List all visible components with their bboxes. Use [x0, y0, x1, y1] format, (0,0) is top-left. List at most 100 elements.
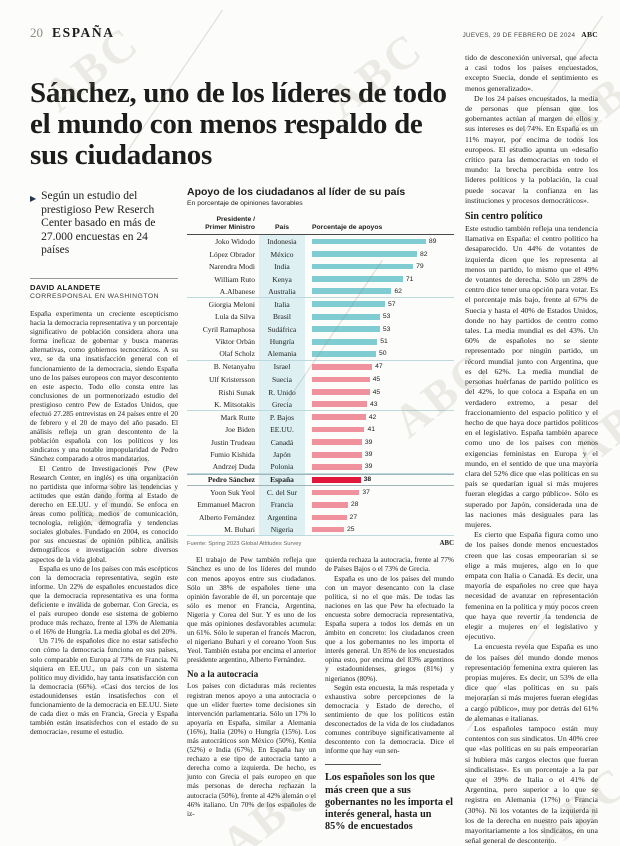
chart-row: Yoon Suk Yeol C. del Sur 37: [187, 486, 454, 499]
country-name: Argentina: [259, 511, 305, 524]
bar-cell: 82: [305, 251, 454, 258]
chart-row: Ulf Kristersson Suecia 45: [187, 373, 454, 386]
leader-name: Lula da Silva: [215, 312, 255, 322]
chart-row: Narendra Modi India 79: [187, 260, 454, 273]
chart-row: Viktor Orbán Hungría 51: [187, 335, 454, 349]
leader-name: Mark Rutte: [220, 412, 255, 422]
chart-row: Rishi Sunak R. Unido 45: [187, 385, 454, 399]
support-bar: [312, 238, 426, 245]
country-name: Sudáfrica: [259, 323, 305, 336]
country-name: EE.UU.: [259, 423, 305, 436]
support-bar: [312, 263, 414, 270]
body-paragraph: Este estudio también refleja una tendenc…: [465, 224, 598, 529]
leader-name: Ulf Kristersson: [208, 374, 255, 384]
bar-cell: 53: [305, 313, 454, 320]
leader-name: Joe Biden: [225, 425, 255, 435]
country-name: Alemania: [259, 348, 305, 360]
body-paragraph: Según esta encuesta, la más respetada y …: [325, 682, 454, 756]
support-value: 57: [387, 300, 396, 308]
chart-row: Justin Trudeau Canadá 39: [187, 435, 454, 449]
support-value: 53: [382, 325, 391, 333]
support-value: 47: [375, 363, 383, 371]
chart-row: Andrzej Duda Polonia 39: [187, 461, 454, 474]
support-bar: [312, 339, 378, 345]
leader-name: Giorgia Meloni: [208, 299, 255, 309]
country-name: Hungría: [259, 335, 305, 349]
chart-row: Pedro Sánchez España 38: [187, 473, 454, 487]
column-4-text: tido de desconexión universal, que afect…: [465, 50, 598, 845]
leader-name: Viktor Orbán: [215, 337, 255, 347]
support-bar: [312, 464, 362, 470]
section-subhead: No a la autocracia: [187, 669, 259, 680]
country-name: Canadá: [259, 435, 305, 449]
support-bar: [312, 389, 370, 395]
body-paragraph: El trabajo de Pew también refleja que Sá…: [187, 555, 316, 665]
support-value: 39: [364, 463, 373, 471]
chart-title: Apoyo de los ciudadanos al líder de su p…: [187, 186, 406, 198]
country-name: Nigeria: [259, 523, 305, 536]
page-number: 20: [30, 25, 43, 40]
column-3: quierda rechaza la autocracia, frente al…: [325, 555, 454, 833]
country-name: Brasil: [259, 310, 305, 324]
chart-subtitle: En porcentaje de opiniones favorables: [187, 200, 303, 207]
bar-cell: 42: [305, 414, 454, 421]
support-value: 79: [416, 263, 424, 271]
support-bar: [312, 364, 373, 370]
bar-cell: 79: [305, 263, 454, 270]
section-title: ESPAÑA: [52, 25, 115, 40]
body-paragraph: España experimenta un creciente esceptic…: [30, 308, 178, 464]
support-bar: [312, 526, 344, 533]
support-bar: [312, 251, 417, 257]
support-value: 71: [405, 275, 414, 283]
bar-cell: 89: [305, 238, 454, 245]
chart-col-header-percentage: Porcentaje de apoyos: [312, 223, 383, 231]
pull-quote-text: Los españoles son los que más creen que …: [325, 772, 453, 833]
chart-row: Fumio Kishida Japón 39: [187, 448, 454, 462]
chart-row: William Ruto Kenya 71: [187, 272, 454, 286]
support-value: 39: [364, 438, 373, 446]
leader-name: Emmanuel Macron: [197, 500, 255, 510]
bar-cell: 62: [305, 288, 454, 295]
body-paragraph: De los 24 países encuestados, la media d…: [465, 93, 598, 205]
support-value: 27: [349, 513, 358, 521]
body-paragraph: España es uno de los países del mundo co…: [325, 573, 454, 683]
chart-row: Joe Biden EE.UU. 41: [187, 423, 454, 436]
chart-credit: ABC: [439, 540, 454, 548]
body-paragraph: Es cierto que España figura como uno de …: [465, 530, 598, 642]
brand-logo: ABC: [581, 30, 598, 39]
kicker-arrow-icon: ▶: [30, 194, 37, 203]
bar-cell: 57: [305, 301, 454, 308]
leader-name: Joko Widodo: [215, 236, 255, 246]
bar-cell: 43: [305, 401, 454, 408]
support-value: 82: [419, 250, 428, 258]
bar-cell: 47: [305, 363, 454, 370]
country-name: Kenya: [259, 272, 305, 286]
chart-row: Alberto Fernández Argentina 27: [187, 511, 454, 524]
body-paragraph: Los españoles tampoco están muy contento…: [465, 724, 598, 846]
chart-source: Fuente: Spring 2023 Global Attitudes Sur…: [187, 541, 302, 548]
chart-row: Joko Widodo Indonesia 89: [187, 235, 454, 248]
country-name: C. del Sur: [259, 486, 305, 499]
leader-name: Pedro Sánchez: [207, 475, 255, 485]
chart-column-headers: Presidente / Primer Ministro País Porcen…: [187, 216, 454, 236]
page-header-right: JUEVES, 29 DE FEBRERO DE 2024 ABC: [463, 30, 598, 39]
support-value: 25: [347, 526, 355, 534]
support-bar: [312, 301, 385, 307]
support-value: 43: [370, 400, 378, 408]
support-chart: Apoyo de los ciudadanos al líder de su p…: [187, 186, 454, 547]
bar-cell: 39: [305, 451, 454, 458]
body-paragraph: quierda rechaza la autocracia, frente al…: [325, 555, 454, 574]
leader-name: Fumio Kishida: [210, 450, 255, 460]
center-area: Apoyo de los ciudadanos al líder de su p…: [187, 186, 454, 833]
chart-row: Emmanuel Macron Francia 28: [187, 498, 454, 512]
country-name: Australia: [259, 285, 305, 297]
leader-name: López Obrador: [209, 249, 255, 259]
bar-cell: 41: [305, 426, 454, 433]
bar-cell: 51: [305, 338, 454, 345]
leader-name: K. Mitsotakis: [214, 399, 255, 409]
support-value: 50: [379, 350, 387, 358]
leader-name: M. Buhari: [224, 525, 255, 535]
chart-row: M. Buhari Nigeria 25: [187, 523, 454, 537]
support-value: 51: [380, 338, 388, 346]
country-name: Israel: [259, 360, 305, 374]
